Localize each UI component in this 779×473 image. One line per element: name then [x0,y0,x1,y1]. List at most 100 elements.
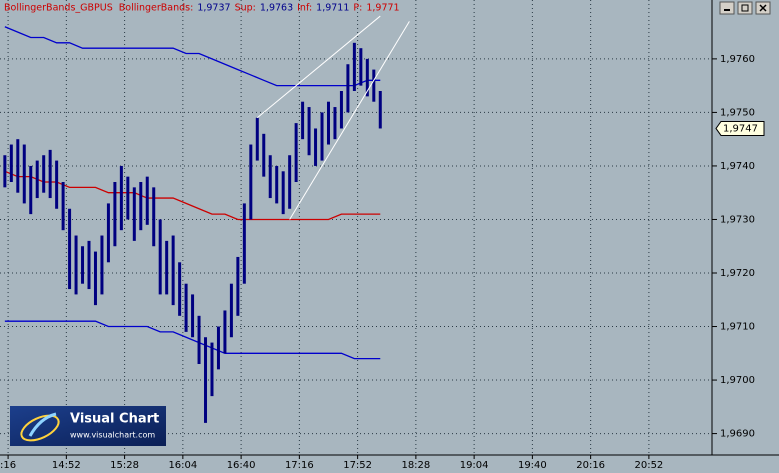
price-bar [132,187,136,241]
price-bar [3,155,7,188]
y-tick-label: 1,9720 [720,268,755,279]
x-tick-label: 15:28 [110,460,139,471]
last-price-box [715,120,765,136]
upper-band [4,26,381,87]
price-bar [275,165,279,204]
minimize-button[interactable] [719,1,735,15]
price-bar [152,187,156,247]
x-tick-label: 19:04 [460,460,489,471]
trendline [256,15,381,119]
logo-url: www.visualchart.com [70,431,155,440]
header-text: P: [353,3,362,14]
price-bar [22,144,26,204]
price-bar [113,182,117,247]
header-text: 1,9771 [366,3,399,14]
price-bar [100,235,104,295]
header-text: 1,9763 [260,3,293,14]
price-bar [197,315,201,364]
maximize-icon [741,4,749,12]
lower-band [4,320,381,360]
logo-title: Visual Chart [70,412,159,427]
last-price-label: 1,9747 [723,123,758,134]
price-bar [61,182,65,231]
price-bar [158,219,162,295]
price-bar [223,310,227,354]
price-bar [29,165,33,215]
price-bar [294,123,298,182]
price-bar [171,235,175,306]
price-bar [87,240,91,290]
price-bar [301,101,305,140]
price-bar [326,101,330,145]
x-tick-label: 20:52 [634,460,663,471]
price-bar [35,160,39,199]
price-bar [314,128,318,166]
price-bar [210,342,214,397]
price-bar [262,133,266,177]
header-text: 1,9711 [316,3,349,14]
price-bar [288,155,292,209]
price-bar [16,139,20,193]
price-bar [346,64,350,113]
x-tick-label: 17:16 [285,460,314,471]
price-bar [249,144,253,220]
y-tick-label: 1,9740 [720,161,755,172]
price-bar [352,42,356,91]
price-bar [229,283,233,338]
price-bar [42,155,46,193]
price-bar [236,256,240,316]
price-bar [378,91,382,129]
price-bar [184,283,188,332]
price-bar [333,107,337,140]
price-bar [255,117,259,161]
price-bar [9,144,13,182]
header-text: 1,9737 [197,3,230,14]
x-tick-label: :16 [0,460,16,471]
price-bar [93,251,97,306]
price-bar [145,176,149,225]
price-bar [48,149,52,199]
price-bar [165,240,169,295]
price-bar [68,208,72,290]
plot-area: 1,9690 1,9700 1,9710 1,9720 1,9730 1,9740 1,97… [0,0,755,471]
price-bar [204,337,208,423]
y-tick-label: 1,9730 [720,214,755,225]
header-text: Sup: [235,3,256,14]
y-tick-label: 1,9700 [720,375,755,386]
x-tick-label: 16:40 [227,460,256,471]
price-bar [191,294,195,338]
y-tick-label: 1,9750 [720,107,755,118]
price-bar [359,48,363,86]
y-tick-label: 1,9690 [720,429,755,440]
middle-band [4,170,381,221]
logo-icon [20,414,60,442]
price-bar [139,182,143,231]
price-bar [268,155,272,199]
trendline [289,21,410,220]
price-bar [106,203,110,263]
price-bar [126,176,130,220]
window-buttons [719,1,771,15]
logo-swoosh [28,412,57,437]
price-bar [119,165,123,231]
price-bar [365,58,369,97]
header-text: BollingerBands: [119,3,194,14]
x-tick-label: 17:52 [343,460,372,471]
price-bar [339,91,343,129]
y-tick-label: 1,9760 [720,54,755,65]
y-axis-panel [712,0,779,473]
header-text: Inf: [297,3,312,14]
maximize-button[interactable] [737,1,753,15]
price-bar [372,69,376,102]
x-tick-label: 18:28 [401,460,430,471]
price-bar [216,326,220,370]
price-bar [178,262,182,316]
y-tick-label: 1,9710 [720,322,755,333]
close-icon [759,4,767,12]
header-text: BollingerBands_GBPUS [4,3,113,14]
logo: Visual Chart www.visualchart.com [10,406,166,446]
price-bar [242,203,246,284]
x-tick-label: 20:16 [576,460,605,471]
